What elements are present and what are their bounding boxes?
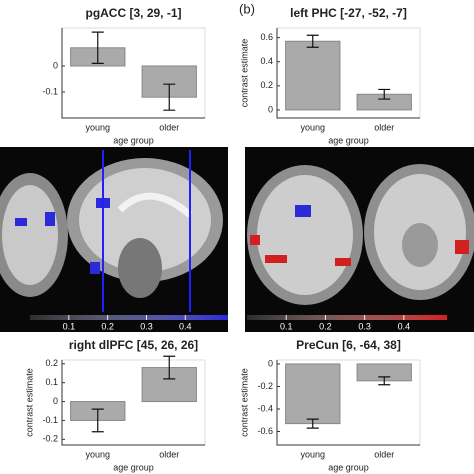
error-bar bbox=[91, 31, 104, 64]
colorbar-tick-label: 0.2 bbox=[319, 321, 332, 331]
brain-panel-left bbox=[0, 147, 228, 332]
y-tick-label: -0.2 bbox=[257, 381, 273, 391]
bar bbox=[285, 363, 341, 425]
error-bar bbox=[163, 355, 176, 380]
y-tick-label: 0.6 bbox=[260, 32, 273, 42]
y-tick-label: -0.1 bbox=[42, 415, 58, 425]
x-axis-label: age group bbox=[328, 135, 369, 145]
y-tick-label: -0.6 bbox=[257, 426, 273, 436]
y-tick-label: 0.2 bbox=[260, 80, 273, 90]
error-bar bbox=[163, 83, 176, 111]
colorbar-tick-label: 0.1 bbox=[63, 321, 76, 331]
x-tick-label: young bbox=[300, 449, 325, 459]
axes bbox=[61, 360, 205, 446]
colorbar bbox=[30, 315, 228, 320]
y-tick-label: -0.4 bbox=[257, 403, 273, 413]
x-tick-label: older bbox=[374, 449, 394, 459]
y-tick-label: 0.1 bbox=[45, 377, 58, 387]
x-tick-label: older bbox=[159, 122, 179, 132]
axes bbox=[61, 28, 205, 119]
colorbar-tick-label: 0.4 bbox=[179, 321, 192, 331]
chart-title: PreCun [6, -64, 38] bbox=[296, 338, 401, 352]
y-tick-label: 0 bbox=[268, 104, 273, 114]
error-bar bbox=[378, 376, 391, 386]
error-bar bbox=[91, 408, 104, 433]
chart-title: pgACC [3, 29, -1] bbox=[85, 6, 181, 20]
error-bar bbox=[306, 34, 319, 48]
y-tick-label: -0.2 bbox=[42, 434, 58, 444]
y-axis-label: contrast estimate bbox=[239, 39, 249, 108]
x-axis-label: age group bbox=[328, 462, 369, 472]
y-tick-label: -0.1 bbox=[42, 86, 58, 96]
x-axis-label: age group bbox=[113, 462, 154, 472]
axes bbox=[276, 360, 420, 446]
chart-title: left PHC [-27, -52, -7] bbox=[290, 6, 407, 20]
x-tick-label: young bbox=[300, 122, 325, 132]
y-tick-label: 0 bbox=[268, 358, 273, 368]
bar bbox=[285, 40, 341, 111]
x-tick-label: older bbox=[159, 449, 179, 459]
y-tick-label: 0 bbox=[53, 60, 58, 70]
y-axis-label: contrast estimate bbox=[239, 368, 249, 437]
colorbar bbox=[247, 315, 447, 320]
x-tick-label: older bbox=[374, 122, 394, 132]
error-bar bbox=[378, 88, 391, 100]
x-tick-label: young bbox=[85, 122, 110, 132]
chart-title: right dlPFC [45, 26, 26] bbox=[69, 338, 198, 352]
colorbar-tick-label: 0.3 bbox=[140, 321, 153, 331]
y-tick-label: 0.4 bbox=[260, 56, 273, 66]
x-tick-label: young bbox=[85, 449, 110, 459]
panel-label: (b) bbox=[239, 1, 255, 16]
y-tick-label: 0 bbox=[53, 396, 58, 406]
error-bar bbox=[306, 418, 319, 429]
colorbar-tick-label: 0.2 bbox=[101, 321, 114, 331]
y-axis-label: contrast estimate bbox=[24, 368, 34, 437]
colorbar-tick-label: 0.3 bbox=[358, 321, 371, 331]
y-tick-label: 0.2 bbox=[45, 358, 58, 368]
brain-panel-right bbox=[245, 147, 474, 332]
colorbar-tick-label: 0.1 bbox=[280, 321, 293, 331]
colorbar-tick-label: 0.4 bbox=[398, 321, 411, 331]
x-axis-label: age group bbox=[113, 135, 154, 145]
axes bbox=[276, 28, 420, 119]
